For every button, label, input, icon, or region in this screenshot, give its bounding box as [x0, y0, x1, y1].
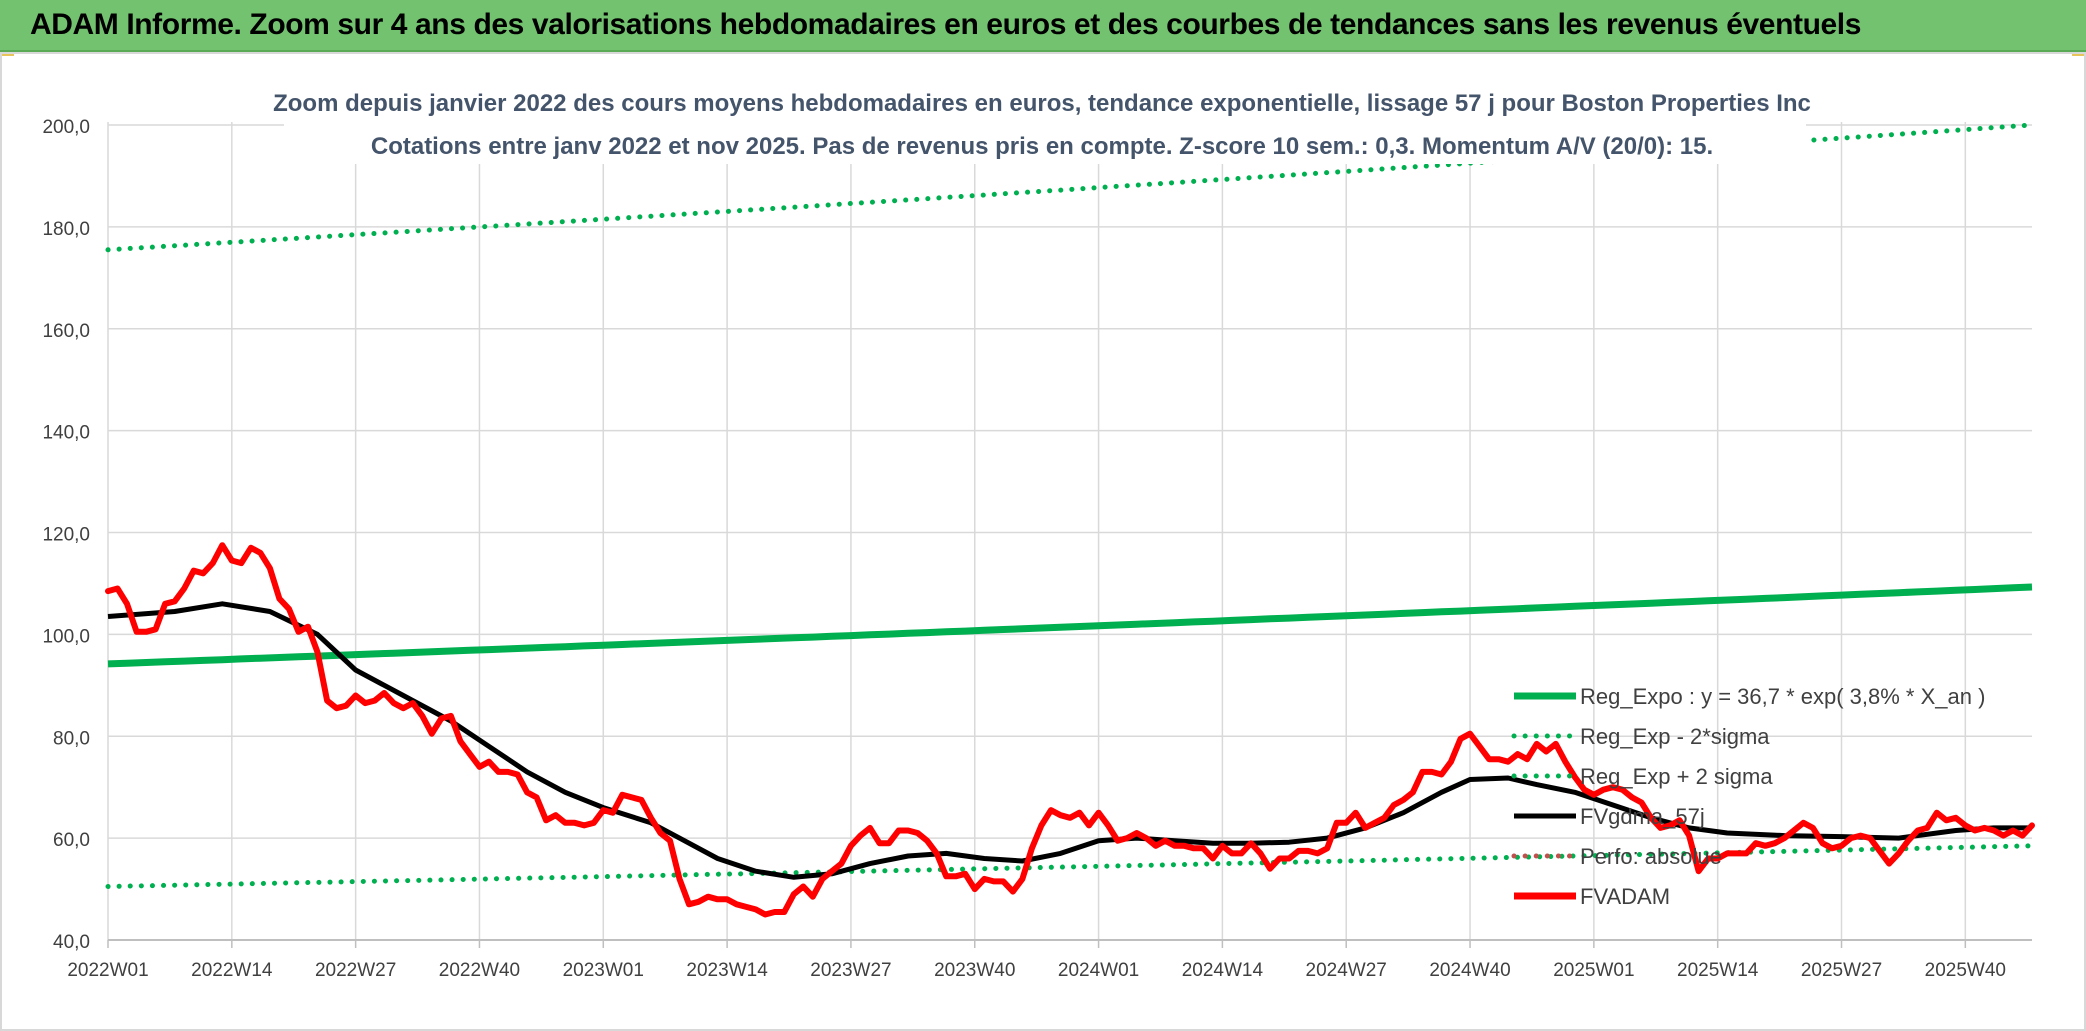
legend-label-price: FVADAM	[1580, 884, 1670, 909]
legend: Reg_Expo : y = 36,7 * exp( 3,8% * X_an )…	[1511, 684, 1985, 909]
x-tick-label: 2022W27	[315, 960, 396, 981]
series-reg-expo	[107, 583, 2033, 668]
y-tick-label: 140,0	[42, 423, 90, 444]
x-tick-label: 2022W40	[439, 960, 520, 981]
y-tick-label: 100,0	[42, 626, 90, 647]
series-layer	[105, 122, 2035, 918]
y-tick-label: 180,0	[42, 219, 90, 240]
legend-label-perf: Perfo: absolue	[1580, 844, 1722, 869]
x-tick-label: 2022W01	[67, 960, 148, 981]
series-fvgdma-57j	[107, 601, 2032, 880]
x-tick-label: 2024W27	[1306, 960, 1387, 981]
y-tick-label: 160,0	[42, 321, 90, 342]
legend-label-smooth: FVgdma_57j	[1580, 804, 1705, 829]
x-tick-label: 2023W14	[686, 960, 768, 981]
y-tick-label: 200,0	[42, 117, 90, 138]
frame-corner-marker	[2072, 52, 2086, 56]
x-tick-label: 2025W27	[1801, 960, 1882, 981]
chart-titles: Zoom depuis janvier 2022 des cours moyen…	[273, 80, 1811, 164]
y-tick-label: 120,0	[42, 525, 90, 546]
x-tick-label: 2025W40	[1925, 960, 2006, 981]
title-background	[284, 80, 1806, 164]
x-tick-label: 2025W14	[1677, 960, 1759, 981]
report-title: ADAM Informe. Zoom sur 4 ans des valoris…	[30, 8, 1862, 41]
series-reg-exp-plus-2sigma	[105, 122, 2035, 253]
legend-label-reg: Reg_Expo : y = 36,7 * exp( 3,8% * X_an )	[1580, 684, 1985, 709]
x-tick-label: 2025W01	[1553, 960, 1634, 981]
x-tick-label: 2023W01	[563, 960, 644, 981]
axes-layer: 40,0 60,0 80,0 100,0 120,0 140,0 160,0 180,0 200…	[42, 117, 2032, 981]
grid-layer	[107, 122, 2032, 941]
x-tick-label: 2024W01	[1058, 960, 1139, 981]
x-tick-label: 2023W27	[810, 960, 891, 981]
y-tick-label: 80,0	[53, 728, 90, 749]
legend-label-reg_low: Reg_Exp - 2*sigma	[1580, 724, 1770, 749]
report-header: ADAM Informe. Zoom sur 4 ans des valoris…	[0, 0, 2086, 52]
y-tick-label: 60,0	[53, 830, 90, 851]
line-chart: 40,0 60,0 80,0 100,0 120,0 140,0 160,0 180,0 200…	[42, 80, 2035, 981]
x-tick-label: 2023W40	[934, 960, 1015, 981]
chart-frame: 40,0 60,0 80,0 100,0 120,0 140,0 160,0 180,0 200…	[0, 52, 2086, 1031]
frame-corner-marker	[0, 52, 14, 56]
y-tick-label: 40,0	[53, 932, 90, 953]
x-tick-label: 2022W14	[191, 960, 273, 981]
x-tick-label: 2024W40	[1429, 960, 1510, 981]
legend-label-reg_high: Reg_Exp + 2 sigma	[1580, 764, 1773, 789]
series-reg-exp-minus-2sigma	[105, 843, 2035, 889]
chart-title-line-2: Cotations entre janv 2022 et nov 2025. P…	[371, 133, 1713, 160]
x-tick-label: 2024W14	[1182, 960, 1264, 981]
chart-title-line-1: Zoom depuis janvier 2022 des cours moyen…	[273, 90, 1811, 117]
series-fvadam	[105, 542, 2035, 918]
